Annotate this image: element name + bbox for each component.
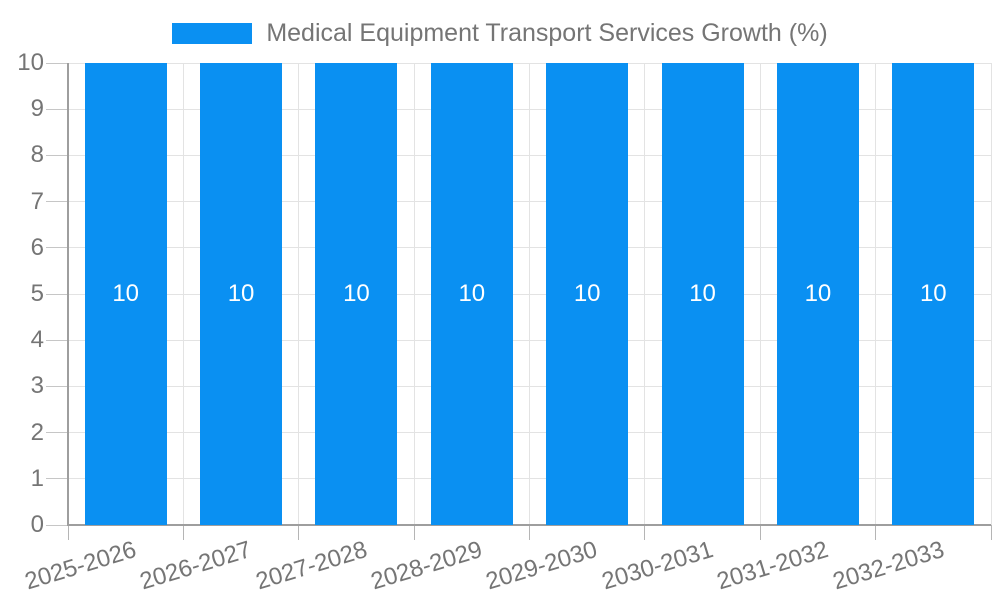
y-axis-tick [46,478,68,480]
y-axis-label: 8 [30,141,44,169]
x-axis-label: 2026-2027 [137,536,255,596]
bar-2027-2028[interactable] [315,63,398,525]
y-axis-tick [46,62,68,64]
legend: Medical Equipment Transport Services Gro… [0,21,1000,46]
bar-value-label: 10 [689,280,716,307]
x-axis-label: 2027-2028 [252,536,371,596]
y-axis-tick [46,154,68,156]
y-axis-tick [46,247,68,249]
x-axis-tick [529,525,530,540]
gridline-vertical [529,63,530,525]
y-axis-label: 1 [30,464,44,492]
x-axis-tick [182,525,184,540]
bar-value-label: 10 [573,280,601,307]
x-axis-tick [990,525,992,540]
y-axis-label: 3 [30,372,44,400]
x-axis-label: 2025-2026 [21,536,140,596]
bar-value-label: 10 [343,280,370,307]
y-axis-label: 4 [30,326,44,354]
x-axis-label: 2032-2033 [829,536,947,596]
legend-label[interactable]: Medical Equipment Transport Services Gro… [266,19,828,47]
y-axis-tick [46,385,68,387]
bar-2032-2033[interactable] [892,63,975,525]
gridline-vertical [990,63,992,525]
bar-2026-2027[interactable] [200,63,283,525]
bar-value-label: 10 [112,280,140,307]
x-axis-tick [875,525,877,540]
gridline-vertical [413,63,415,525]
x-axis-label: 2028-2029 [367,536,486,596]
x-axis-label: 2030-2031 [598,536,717,596]
bar-value-label: 10 [458,280,486,307]
x-axis-label: 2031-2032 [713,536,832,596]
x-axis-tick [413,525,415,540]
legend-swatch[interactable] [172,23,253,44]
x-axis-tick [298,525,300,540]
bar-value-label: 10 [227,280,255,307]
y-axis-label: 6 [30,233,44,261]
y-axis-line [67,63,69,525]
bar-2025-2026[interactable] [84,63,167,525]
x-axis-label: 2029-2030 [483,536,601,596]
y-axis-tick [46,201,68,203]
bar-value-label: 10 [804,280,832,307]
y-axis-tick [46,524,68,526]
bar-value-label: 10 [919,280,947,307]
bar-2031-2032[interactable] [776,63,859,525]
bar-2030-2031[interactable] [661,63,744,525]
y-axis-label: 7 [30,187,44,215]
x-axis-line [67,524,991,526]
y-axis-label: 5 [30,280,44,307]
gridline-vertical [875,63,877,525]
gridline-vertical [644,63,646,525]
y-axis-label: 2 [30,418,44,446]
x-axis-tick [759,525,761,540]
y-axis-label: 9 [30,95,44,123]
y-axis-label: 10 [17,49,44,76]
y-axis-label: 0 [30,511,44,538]
gridline-vertical [298,63,300,525]
x-axis-tick [67,525,69,540]
gridline-vertical [182,63,184,525]
y-axis-tick [46,339,68,341]
bar-2028-2029[interactable] [430,63,513,525]
y-axis-tick [46,108,68,110]
bar-2029-2030[interactable] [546,63,629,525]
x-axis-tick [644,525,646,540]
gridline-vertical [759,63,761,525]
y-axis-tick [46,432,68,434]
y-axis-tick [46,293,68,295]
